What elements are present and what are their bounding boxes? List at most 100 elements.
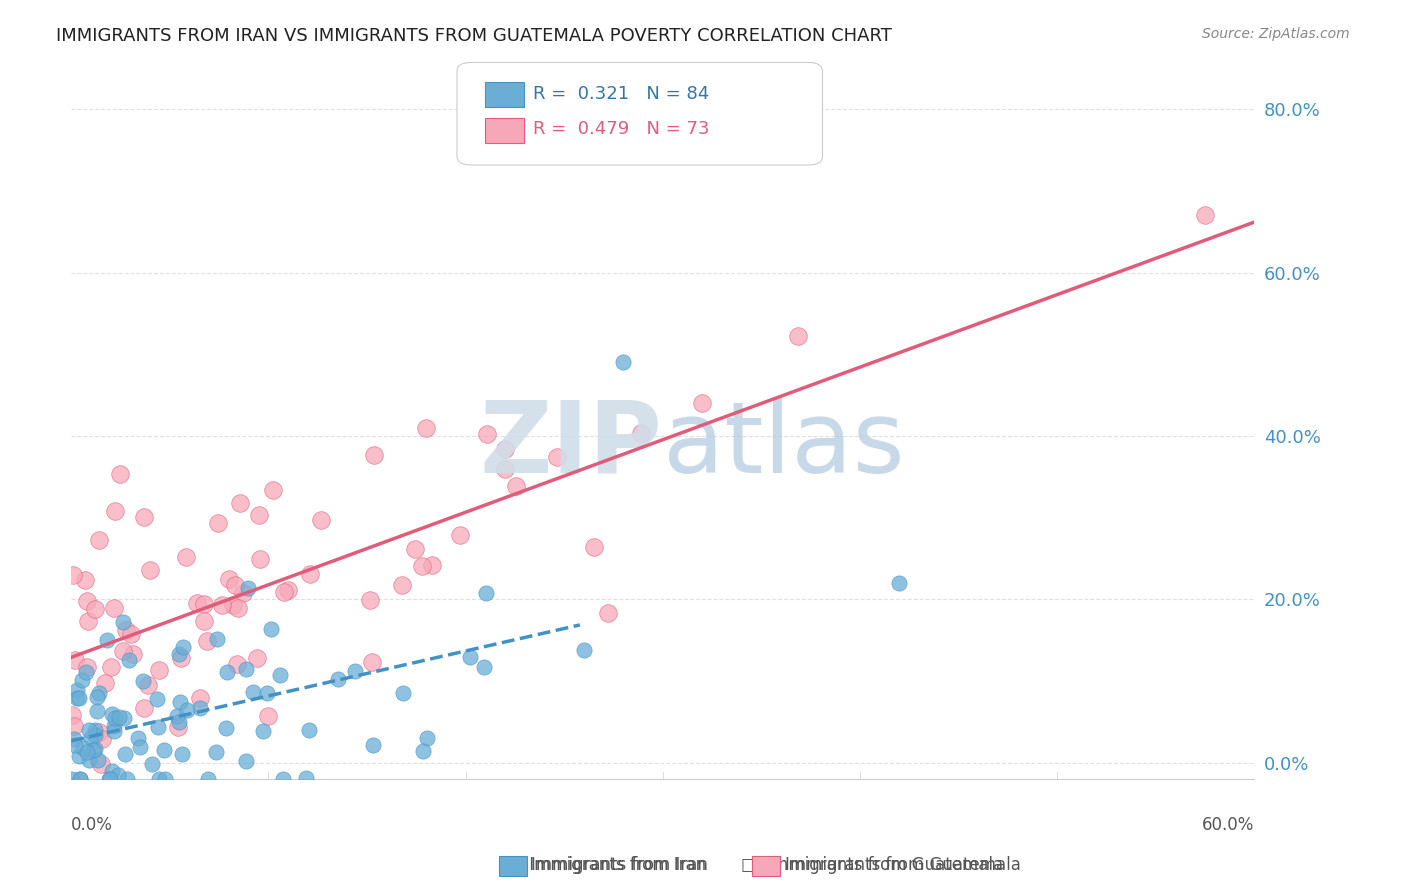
Point: [690, 396, 713, 410]
Point: [474, 586, 496, 600]
Point: [115, 623, 138, 637]
Point: [232, 586, 254, 600]
Point: [474, 659, 496, 673]
Point: [107, 710, 129, 724]
Point: [62, 568, 84, 582]
Point: [309, 513, 332, 527]
Text: Source: ZipAtlas.com: Source: ZipAtlas.com: [1202, 27, 1350, 41]
Point: [94, 676, 117, 690]
Point: [249, 551, 271, 566]
Point: [118, 653, 141, 667]
Point: [134, 510, 156, 524]
Point: [87, 533, 110, 548]
Point: [170, 651, 193, 665]
Point: [104, 711, 127, 725]
Point: [84, 601, 107, 615]
Point: [360, 656, 382, 670]
Point: [63, 653, 86, 667]
Point: [392, 685, 415, 699]
Point: [66, 682, 89, 697]
Point: [132, 701, 155, 715]
Point: [120, 627, 142, 641]
Point: [207, 516, 229, 530]
Point: [193, 614, 215, 628]
Point: [391, 578, 413, 592]
Point: [236, 581, 259, 595]
Point: [494, 461, 516, 475]
Point: [176, 549, 198, 564]
Text: Immigrants from Iran: Immigrants from Iran: [531, 856, 709, 874]
Point: [458, 650, 481, 665]
Point: [205, 632, 228, 646]
Text: □  Immigrants from Iran: □ Immigrants from Iran: [503, 856, 706, 874]
Text: 60.0%: 60.0%: [1202, 815, 1254, 834]
Point: [260, 622, 283, 636]
Point: [77, 615, 100, 629]
Point: [75, 573, 97, 587]
Text: Immigrants from Guatemala: Immigrants from Guatemala: [785, 856, 1021, 874]
Point: [90, 757, 112, 772]
Point: [235, 754, 257, 768]
Point: [193, 597, 215, 611]
Point: [122, 648, 145, 662]
Point: [215, 721, 238, 735]
Point: [596, 606, 619, 620]
Point: [256, 709, 278, 723]
Point: [76, 745, 98, 759]
Point: [97, 772, 120, 786]
Text: IMMIGRANTS FROM IRAN VS IMMIGRANTS FROM GUATEMALA POVERTY CORRELATION CHART: IMMIGRANTS FROM IRAN VS IMMIGRANTS FROM …: [56, 27, 893, 45]
Point: [412, 744, 434, 758]
Point: [222, 598, 245, 612]
Point: [416, 731, 439, 745]
Point: [112, 644, 135, 658]
Point: [235, 662, 257, 676]
Point: [77, 754, 100, 768]
Point: [363, 448, 385, 462]
Point: [146, 720, 169, 734]
Point: [195, 634, 218, 648]
Point: [136, 678, 159, 692]
Point: [103, 723, 125, 738]
Point: [69, 772, 91, 786]
Point: [630, 425, 652, 440]
Point: [262, 483, 284, 497]
Point: [77, 723, 100, 738]
Point: [494, 442, 516, 457]
Point: [229, 496, 252, 510]
Point: [89, 686, 111, 700]
Point: [546, 450, 568, 464]
Point: [96, 632, 118, 647]
Text: □  Immigrants from Guatemala: □ Immigrants from Guatemala: [741, 856, 1002, 874]
Point: [167, 714, 190, 729]
Point: [76, 594, 98, 608]
Point: [326, 672, 349, 686]
Point: [295, 771, 318, 785]
Point: [205, 745, 228, 759]
Point: [72, 740, 94, 755]
Text: ZIP: ZIP: [479, 397, 662, 493]
Point: [176, 703, 198, 717]
Text: R =  0.479   N = 73: R = 0.479 N = 73: [533, 120, 710, 138]
Point: [101, 764, 124, 778]
Point: [188, 701, 211, 715]
Point: [86, 753, 108, 767]
Point: [98, 772, 121, 786]
Point: [411, 559, 433, 574]
Point: [139, 563, 162, 577]
Point: [170, 747, 193, 761]
Point: [298, 566, 321, 581]
Point: [225, 657, 247, 672]
Point: [215, 665, 238, 680]
Point: [186, 596, 208, 610]
Point: [273, 585, 295, 599]
Point: [128, 740, 150, 755]
Point: [277, 582, 299, 597]
Point: [246, 650, 269, 665]
Point: [86, 704, 108, 718]
Point: [141, 756, 163, 771]
Point: [148, 772, 170, 786]
Point: [256, 686, 278, 700]
Point: [75, 665, 97, 679]
Point: [167, 720, 190, 734]
Point: [114, 747, 136, 761]
